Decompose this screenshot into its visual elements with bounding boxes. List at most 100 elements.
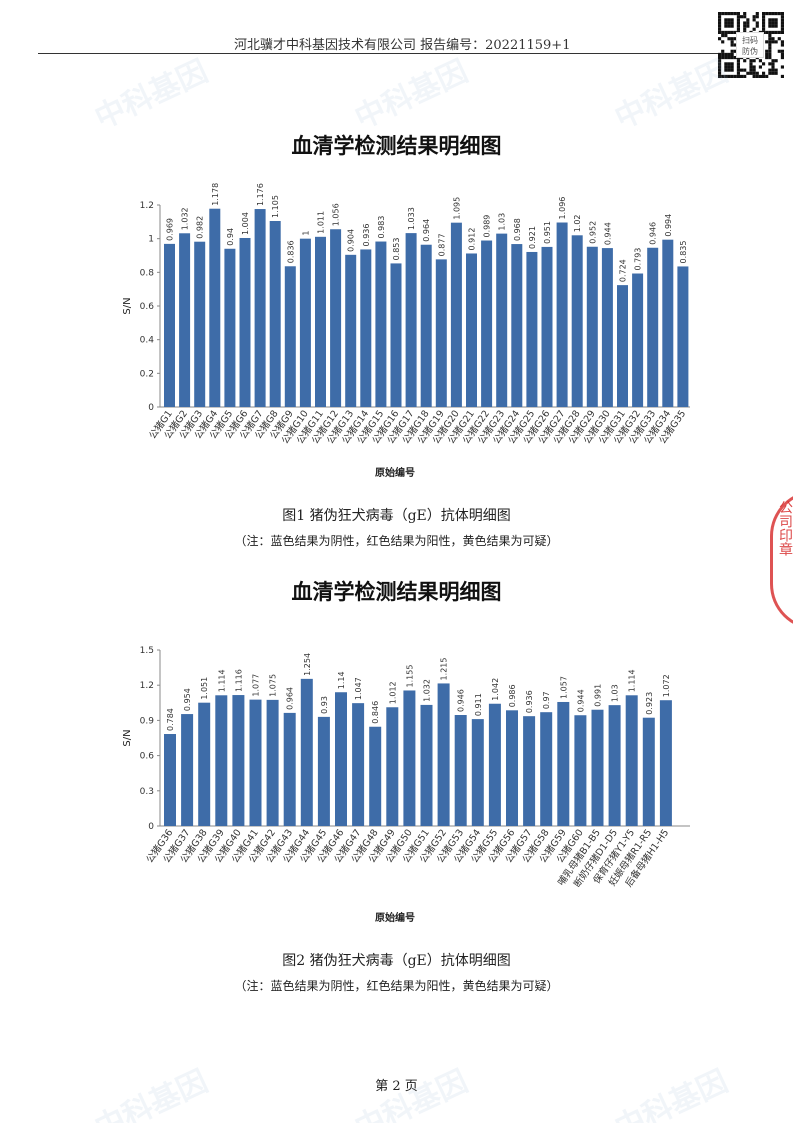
- bar: [481, 240, 493, 407]
- chart-title-2: 血清学检测结果明细图: [291, 580, 502, 604]
- data-label: 0.94: [226, 228, 235, 246]
- data-label: 1.032: [181, 207, 190, 230]
- qr-badge-text: 扫码 防伪: [742, 36, 758, 56]
- data-label: 1.254: [303, 653, 312, 676]
- data-label: 1.114: [217, 669, 226, 692]
- bar: [659, 700, 672, 826]
- data-label: 0.724: [619, 259, 628, 282]
- data-label: 0.877: [437, 233, 446, 256]
- bar: [198, 702, 211, 826]
- data-label: 0.846: [371, 701, 380, 724]
- y-tick-label: 0.3: [140, 787, 154, 797]
- bar: [617, 285, 628, 407]
- data-label: 1.004: [241, 212, 250, 235]
- data-label: 1.155: [405, 665, 414, 688]
- data-label: 0.982: [196, 216, 205, 239]
- bar: [224, 248, 236, 407]
- bar: [662, 239, 674, 407]
- bar: [181, 714, 194, 826]
- y-tick-label: 0.8: [140, 268, 155, 278]
- bar: [632, 273, 644, 407]
- bar: [574, 715, 587, 826]
- bar: [556, 222, 568, 407]
- data-label: 1.056: [332, 203, 341, 226]
- y-tick-label: 1.2: [140, 681, 154, 691]
- data-label: 0.944: [576, 689, 585, 712]
- data-label: 0.991: [594, 684, 603, 707]
- data-label: 0.912: [468, 228, 477, 251]
- bar: [164, 734, 176, 826]
- bar: [299, 238, 311, 407]
- x-axis-title: 原始编号: [375, 466, 415, 479]
- bar: [571, 235, 583, 407]
- bar: [642, 717, 655, 826]
- data-label: 1.077: [252, 674, 261, 697]
- data-label: 0.904: [347, 229, 356, 252]
- data-label: 1.178: [211, 183, 220, 206]
- bar: [557, 701, 570, 826]
- data-label: 1.176: [256, 183, 265, 206]
- bar: [488, 703, 501, 826]
- figure-caption-2: 图2 猪伪狂犬病毒（gE）抗体明细图: [282, 953, 511, 969]
- data-label: 1.047: [354, 677, 363, 700]
- data-label: 0.835: [679, 241, 688, 264]
- bar: [647, 247, 659, 407]
- bar: [511, 244, 523, 407]
- bar: [360, 249, 372, 407]
- data-label: 0.968: [513, 218, 522, 241]
- y-tick-label: 0.6: [140, 302, 155, 312]
- data-label: 1.02: [573, 214, 582, 232]
- bar: [345, 254, 357, 407]
- data-label: 1: [301, 231, 310, 236]
- bar: [266, 699, 279, 826]
- data-label: 1.116: [234, 669, 243, 692]
- watermark: 中科基因: [609, 53, 734, 137]
- watermark: 中科基因: [349, 53, 474, 137]
- data-label: 1.042: [491, 678, 500, 701]
- data-label: 0.989: [483, 215, 492, 238]
- data-label: 1.096: [558, 197, 567, 220]
- bar: [386, 707, 399, 826]
- data-label: 1.057: [559, 676, 568, 699]
- bar: [420, 244, 432, 407]
- data-label: 1.012: [388, 681, 397, 704]
- data-label: 0.946: [457, 689, 466, 712]
- y-tick-label: 0.2: [140, 369, 154, 379]
- watermark: 中科基因: [89, 53, 214, 137]
- seal-text: 公司印章: [777, 500, 793, 556]
- y-tick-label: 0: [148, 403, 154, 413]
- bar-chart-2: 00.30.60.91.21.5S/N0.784公猪G360.954公猪G371…: [122, 646, 690, 924]
- bar: [330, 229, 342, 407]
- y-tick-label: 0: [148, 822, 154, 832]
- bar: [506, 710, 518, 826]
- data-label: 1.033: [407, 207, 416, 230]
- bar: [405, 233, 417, 407]
- bar: [403, 690, 416, 826]
- anti-counterfeit-badge: 扫码 防伪: [736, 32, 764, 58]
- data-label: 0.784: [166, 708, 175, 731]
- data-label: 0.994: [664, 214, 673, 237]
- bar: [523, 716, 536, 826]
- data-label: 0.853: [392, 238, 401, 261]
- figure-caption-1: 图1 猪伪狂犬病毒（gE）抗体明细图: [282, 508, 511, 524]
- bar: [317, 716, 330, 826]
- figure-note-2: （注：蓝色结果为阴性，红色结果为阳性，黄色结果为可疑）: [234, 979, 559, 993]
- data-label: 0.952: [588, 221, 597, 244]
- bar: [526, 251, 538, 407]
- bar: [466, 253, 477, 407]
- data-label: 0.946: [649, 222, 658, 245]
- chart-title-1: 血清学检测结果明细图: [291, 134, 502, 158]
- data-label: 0.836: [286, 240, 295, 263]
- data-label: 0.964: [422, 219, 431, 242]
- data-label: 0.93: [320, 696, 329, 714]
- data-label: 0.986: [508, 684, 517, 707]
- data-label: 0.936: [362, 224, 371, 247]
- y-axis-title: S/N: [122, 297, 133, 314]
- bar: [239, 237, 251, 407]
- bar: [375, 241, 387, 407]
- bar: [269, 220, 281, 407]
- data-label: 1.03: [498, 213, 507, 231]
- header-text: 河北骥才中科基因技术有限公司 报告编号：20221159+1: [234, 38, 571, 53]
- data-label: 0.923: [645, 692, 654, 715]
- bar: [284, 266, 296, 407]
